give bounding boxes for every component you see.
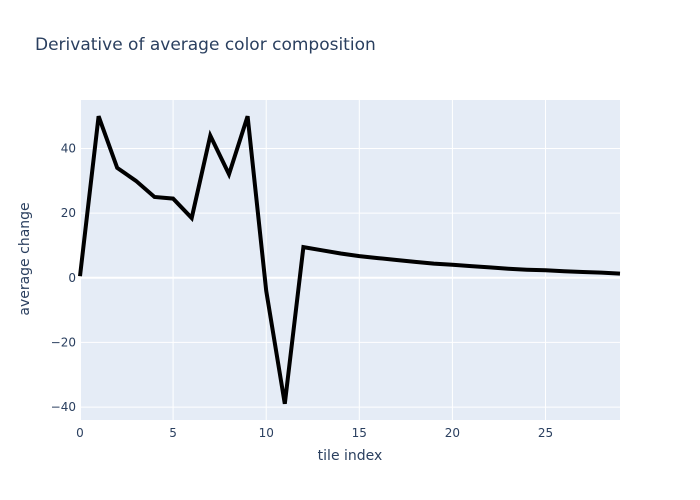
x-tick-label: 25 [538,426,553,440]
y-tick-label: 20 [61,206,76,220]
x-tick-label: 20 [445,426,460,440]
series-layer [78,115,621,405]
y-tick-label: −40 [51,400,76,414]
x-axis-title: tile index [318,448,383,464]
series-line [78,115,621,405]
x-tick-label: 15 [352,426,367,440]
y-tick-label: 0 [68,271,76,285]
x-tick-label: 5 [169,426,177,440]
y-axis-title: average change [17,202,33,315]
y-tick-label: 40 [61,141,76,155]
x-tick-label: 0 [76,426,84,440]
plot-area [80,100,620,420]
x-tick-label: 10 [259,426,274,440]
tick-label-layer: 0 5 10 15 20 25 −40 −20 0 20 40 [51,141,553,440]
grid-layer [79,100,620,420]
chart-title: Derivative of average color composition [35,35,376,55]
y-tick-label: −20 [51,335,76,349]
